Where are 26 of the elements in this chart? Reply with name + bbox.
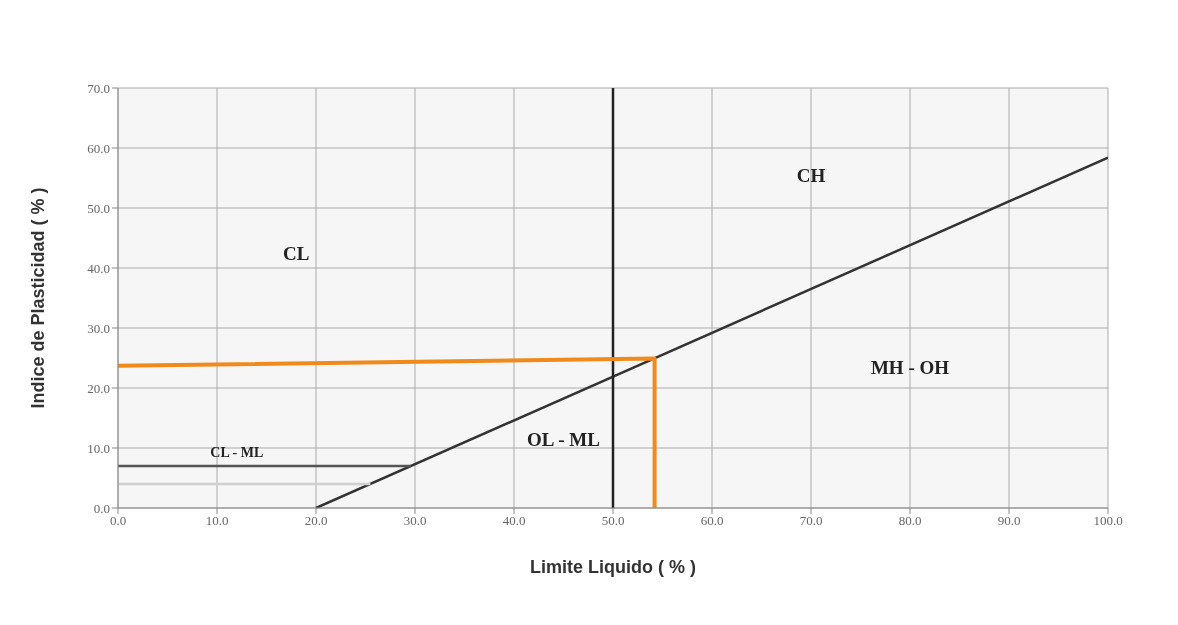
y-tick-label: 40.0 <box>87 260 110 276</box>
x-axis-title: Limite Liquido ( % ) <box>530 557 696 577</box>
y-tick-label: 30.0 <box>87 320 110 336</box>
x-tick-label: 0.0 <box>109 513 127 529</box>
annotation: OL - ML <box>527 429 600 451</box>
x-tick-label: 40.0 <box>502 513 526 529</box>
x-tick-label: 50.0 <box>601 513 625 529</box>
x-tick-label: 90.0 <box>997 513 1021 529</box>
x-tick-label: 10.0 <box>205 513 229 529</box>
annotation: CL - ML <box>210 445 264 461</box>
annotation: MH - OH <box>870 357 950 379</box>
y-tick-label: 50.0 <box>87 200 110 216</box>
x-tick-label: 100.0 <box>1093 513 1123 529</box>
x-tick-label: 80.0 <box>898 513 922 529</box>
y-tick-label: 70.0 <box>87 80 110 96</box>
y-tick-label: 10.0 <box>87 440 110 456</box>
x-tick-label: 70.0 <box>799 513 823 529</box>
y-axis-title: Indice de Plasticidad ( % ) <box>28 187 49 409</box>
x-tick-label: 20.0 <box>304 513 328 529</box>
y-tick-label: 60.0 <box>87 140 110 156</box>
annotation: CH <box>796 165 826 187</box>
y-tick-label: 0.0 <box>93 500 110 516</box>
x-tick-label: 30.0 <box>403 513 427 529</box>
y-tick-label: 20.0 <box>87 380 110 396</box>
x-tick-label: 60.0 <box>700 513 724 529</box>
annotation: CL <box>283 243 310 265</box>
